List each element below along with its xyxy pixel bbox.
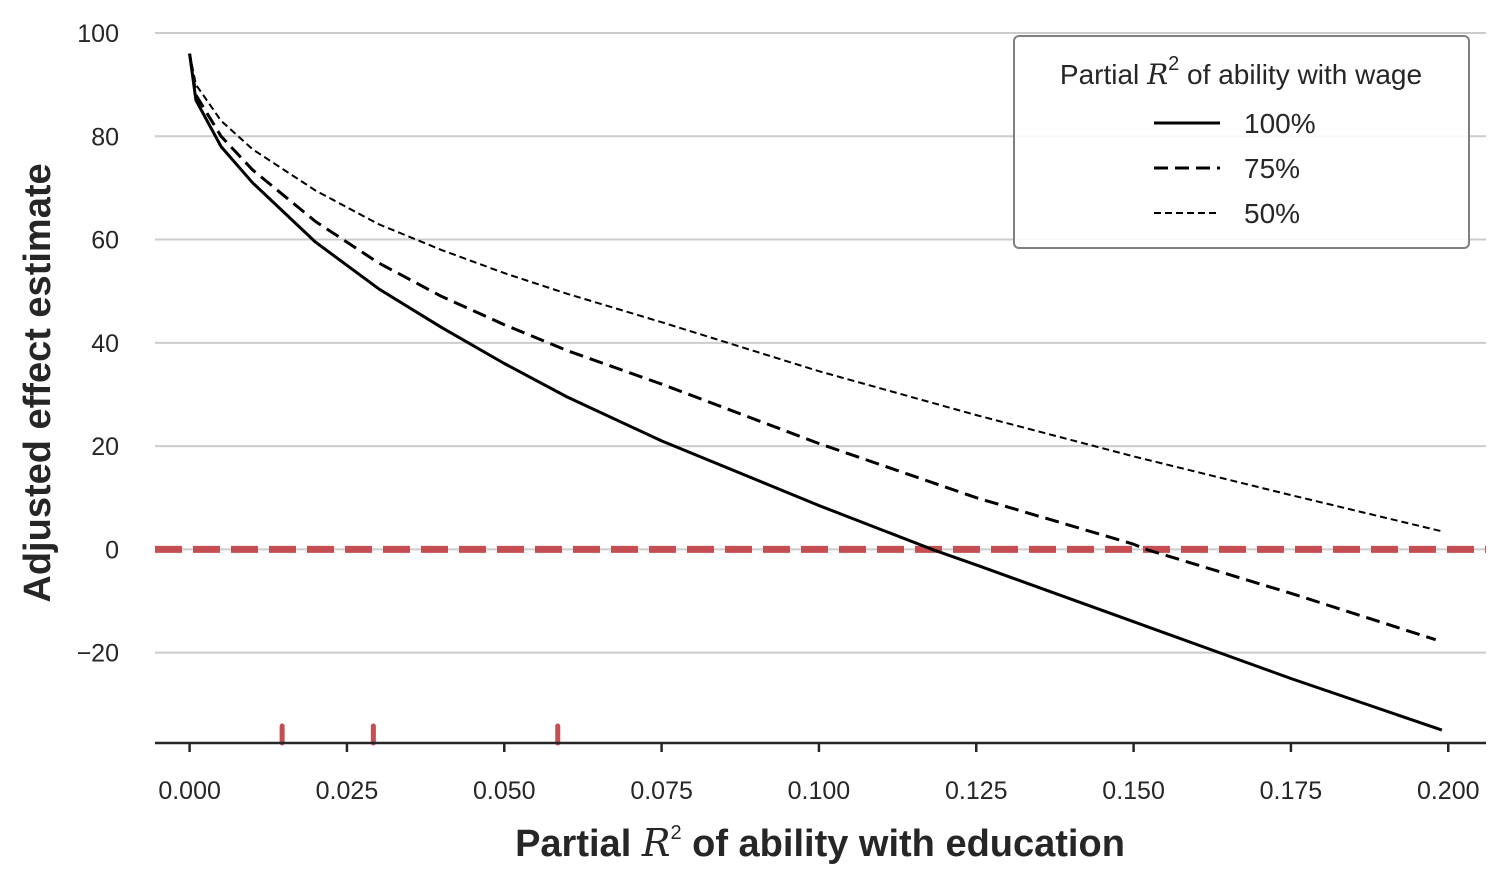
legend-label: 50% xyxy=(1244,198,1300,229)
x-tick-label: 0.200 xyxy=(1417,777,1480,805)
gridlines xyxy=(155,32,1486,654)
legend-title: Partial R2 of ability with wage xyxy=(1060,53,1422,91)
legend-entries: 100% 75% 50% xyxy=(1154,108,1316,229)
y-tick-label: 100 xyxy=(77,20,119,48)
y-tick-label: −20 xyxy=(77,640,119,668)
x-tick-label: 0.150 xyxy=(1102,777,1165,805)
y-tick-label: 0 xyxy=(105,536,119,564)
x-tick-label: 0.100 xyxy=(788,777,851,805)
x-tick-label: 0.175 xyxy=(1260,777,1323,805)
y-axis-label: Adjusted effect estimate xyxy=(17,163,59,602)
legend: Partial R2 of ability with wage 100% 75% 5… xyxy=(1013,35,1470,249)
legend-label: 100% xyxy=(1244,108,1316,139)
series-lines xyxy=(188,53,1443,732)
y-axis-ticks: −20 0 20 40 60 80 100 xyxy=(77,20,119,668)
series-line-75pct xyxy=(188,53,1437,642)
y-tick-label: 40 xyxy=(91,330,119,358)
x-tick-label: 0.000 xyxy=(158,777,221,805)
y-tick-label: 80 xyxy=(91,123,119,151)
x-tick-label: 0.050 xyxy=(473,777,536,805)
y-tick-label: 20 xyxy=(91,433,119,461)
legend-label: 75% xyxy=(1244,153,1300,184)
x-axis-label: Partial R2 of ability with education xyxy=(515,821,1125,865)
legend-frame xyxy=(1013,35,1470,249)
x-axis: 0.000 0.025 0.050 0.075 0.100 0.125 0.150 0.175… xyxy=(155,741,1486,805)
x-tick-label: 0.075 xyxy=(630,777,693,805)
y-tick-label: 60 xyxy=(91,227,119,255)
series-line-50pct xyxy=(188,53,1443,533)
series-line-100pct xyxy=(188,53,1443,732)
x-tick-label: 0.125 xyxy=(945,777,1008,805)
rug-marks xyxy=(279,723,561,746)
x-tick-label: 0.025 xyxy=(316,777,379,805)
